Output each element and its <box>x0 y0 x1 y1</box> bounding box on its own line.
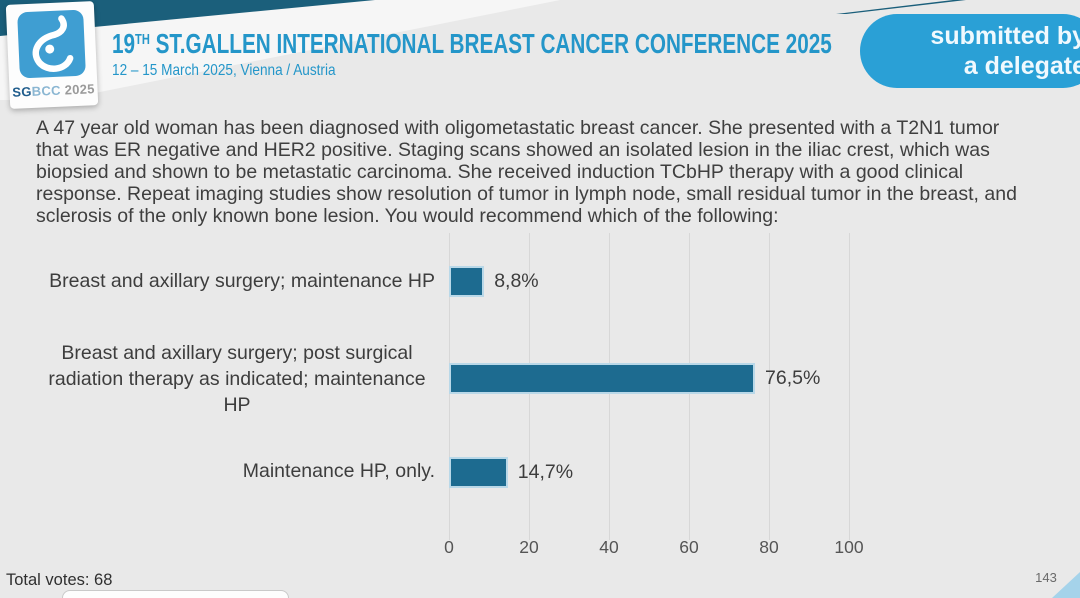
bar-label: Maintenance HP, only. <box>242 460 435 482</box>
logo-caption-bcc: BCC <box>31 82 62 99</box>
logo-caption-year: 2025 <box>60 81 96 98</box>
question-text: A 47 year old woman has been diagnosed w… <box>36 117 1017 227</box>
badge-line1: submitted by <box>930 22 1080 50</box>
bar-value-label: 76,5% <box>765 367 821 389</box>
footer-toolbar-tab[interactable] <box>62 590 289 598</box>
conference-subtitle: 12 – 15 March 2025, Vienna / Austria <box>112 62 336 79</box>
x-tick-label: 20 <box>519 537 539 557</box>
title-rest: ST.GALLEN INTERNATIONAL BREAST CANCER CO… <box>149 28 832 59</box>
bar-label: Breast and axillary surgery; maintenance… <box>49 270 435 292</box>
dark-teal-sliver <box>836 0 966 14</box>
x-tick-label: 0 <box>444 537 454 557</box>
bar-value-label: 8,8% <box>494 270 539 292</box>
sgbcc-breast-logo-icon <box>17 9 86 79</box>
total-votes: Total votes: 68 <box>6 571 113 589</box>
title-prefix: 19 <box>112 28 136 59</box>
title-ordinal-sup: TH <box>135 31 150 48</box>
logo-caption: SGBCC 2025 <box>9 81 98 100</box>
bar <box>449 266 485 297</box>
logo-caption-sg: SG <box>11 83 33 100</box>
bar <box>449 457 508 488</box>
delegate-badge: submitted by a delegate <box>860 14 1080 88</box>
sgbcc-logo-card: SGBCC 2025 <box>5 1 99 109</box>
gridline <box>849 233 850 540</box>
x-tick-label: 80 <box>759 537 779 557</box>
bar <box>449 363 755 394</box>
gridline <box>769 233 770 540</box>
badge-line2: a delegate <box>963 52 1080 80</box>
page-number: 143 <box>1035 570 1057 585</box>
bar-label: Breast and axillary surgery; post surgic… <box>48 342 426 416</box>
x-tick-label: 100 <box>834 537 864 557</box>
conference-title: 19TH ST.GALLEN INTERNATIONAL BREAST CANC… <box>112 28 1080 60</box>
bar-value-label: 14,7% <box>517 461 574 483</box>
x-tick-label: 40 <box>599 537 619 557</box>
x-tick-label: 60 <box>679 537 699 557</box>
